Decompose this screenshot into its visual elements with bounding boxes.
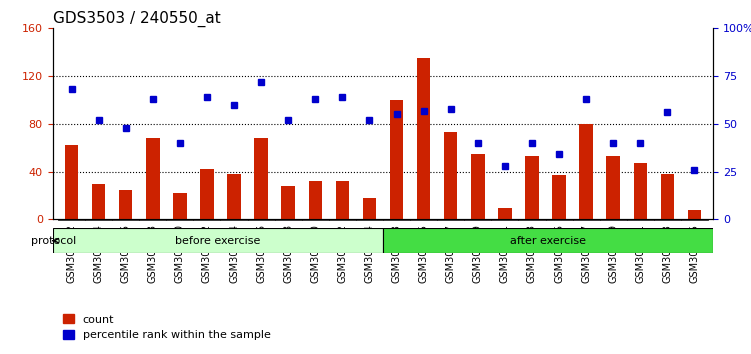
Bar [661,174,674,219]
Bar [471,154,484,219]
Bar [579,124,593,219]
Bar [607,156,620,219]
Text: protocol: protocol [31,236,76,246]
Bar [688,210,701,219]
Bar [282,186,295,219]
Bar [228,174,241,219]
Bar [92,184,105,219]
Bar [363,198,376,219]
Text: before exercise: before exercise [175,236,261,246]
Text: after exercise: after exercise [510,236,587,246]
Bar [146,138,159,219]
Bar [390,100,403,219]
Bar [444,132,457,219]
Bar [173,193,187,219]
Bar [201,169,214,219]
Text: GDS3503 / 240550_at: GDS3503 / 240550_at [53,11,220,27]
Legend: count, percentile rank within the sample: count, percentile rank within the sample [58,310,275,345]
Bar [119,190,132,219]
Bar [634,163,647,219]
Bar [309,181,322,219]
Bar [65,145,78,219]
Bar [417,58,430,219]
Bar [255,138,268,219]
FancyBboxPatch shape [383,228,713,253]
FancyBboxPatch shape [53,228,383,253]
Bar [336,181,349,219]
Bar [552,175,566,219]
Bar [498,207,511,219]
Bar [525,156,538,219]
